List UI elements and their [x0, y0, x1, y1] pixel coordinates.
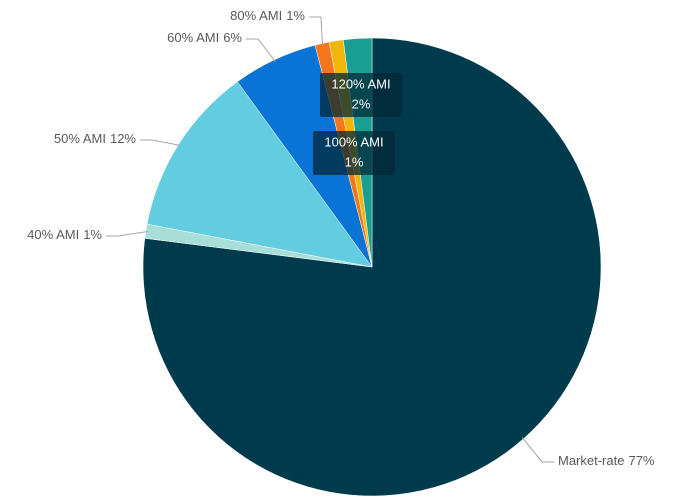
slice-label: 100% AMI — [324, 134, 383, 149]
slice-label: 40% AMI 1% — [27, 227, 102, 242]
slice-value: 2% — [352, 96, 371, 111]
slice-value: 1% — [345, 154, 364, 169]
slice-label: 60% AMI 6% — [167, 30, 242, 45]
leader-line — [106, 230, 148, 237]
category-name: Market-rate — [558, 453, 624, 468]
category-name: 60% AMI — [167, 30, 219, 45]
label-box — [320, 73, 402, 117]
slice-label: 50% AMI 12% — [54, 131, 136, 146]
leader-line — [140, 139, 181, 146]
slice-value: 12% — [110, 131, 136, 146]
category-name: 40% AMI — [27, 227, 79, 242]
category-name: 80% AMI — [230, 8, 282, 23]
slice-label: 80% AMI 1% — [230, 8, 305, 23]
category-name: 50% AMI — [54, 131, 106, 146]
leader-line — [246, 38, 276, 62]
slice-label: Market-rate 77% — [558, 453, 655, 468]
slice-value: 1% — [83, 227, 102, 242]
pie-slice — [146, 81, 373, 268]
slice-label: 120% AMI — [331, 76, 390, 91]
label-box — [313, 131, 395, 175]
leader-line — [521, 436, 554, 463]
slice-value: 77% — [628, 453, 654, 468]
slice-value: 1% — [286, 8, 305, 23]
leader-line — [309, 16, 323, 46]
slice-value: 6% — [223, 30, 242, 45]
